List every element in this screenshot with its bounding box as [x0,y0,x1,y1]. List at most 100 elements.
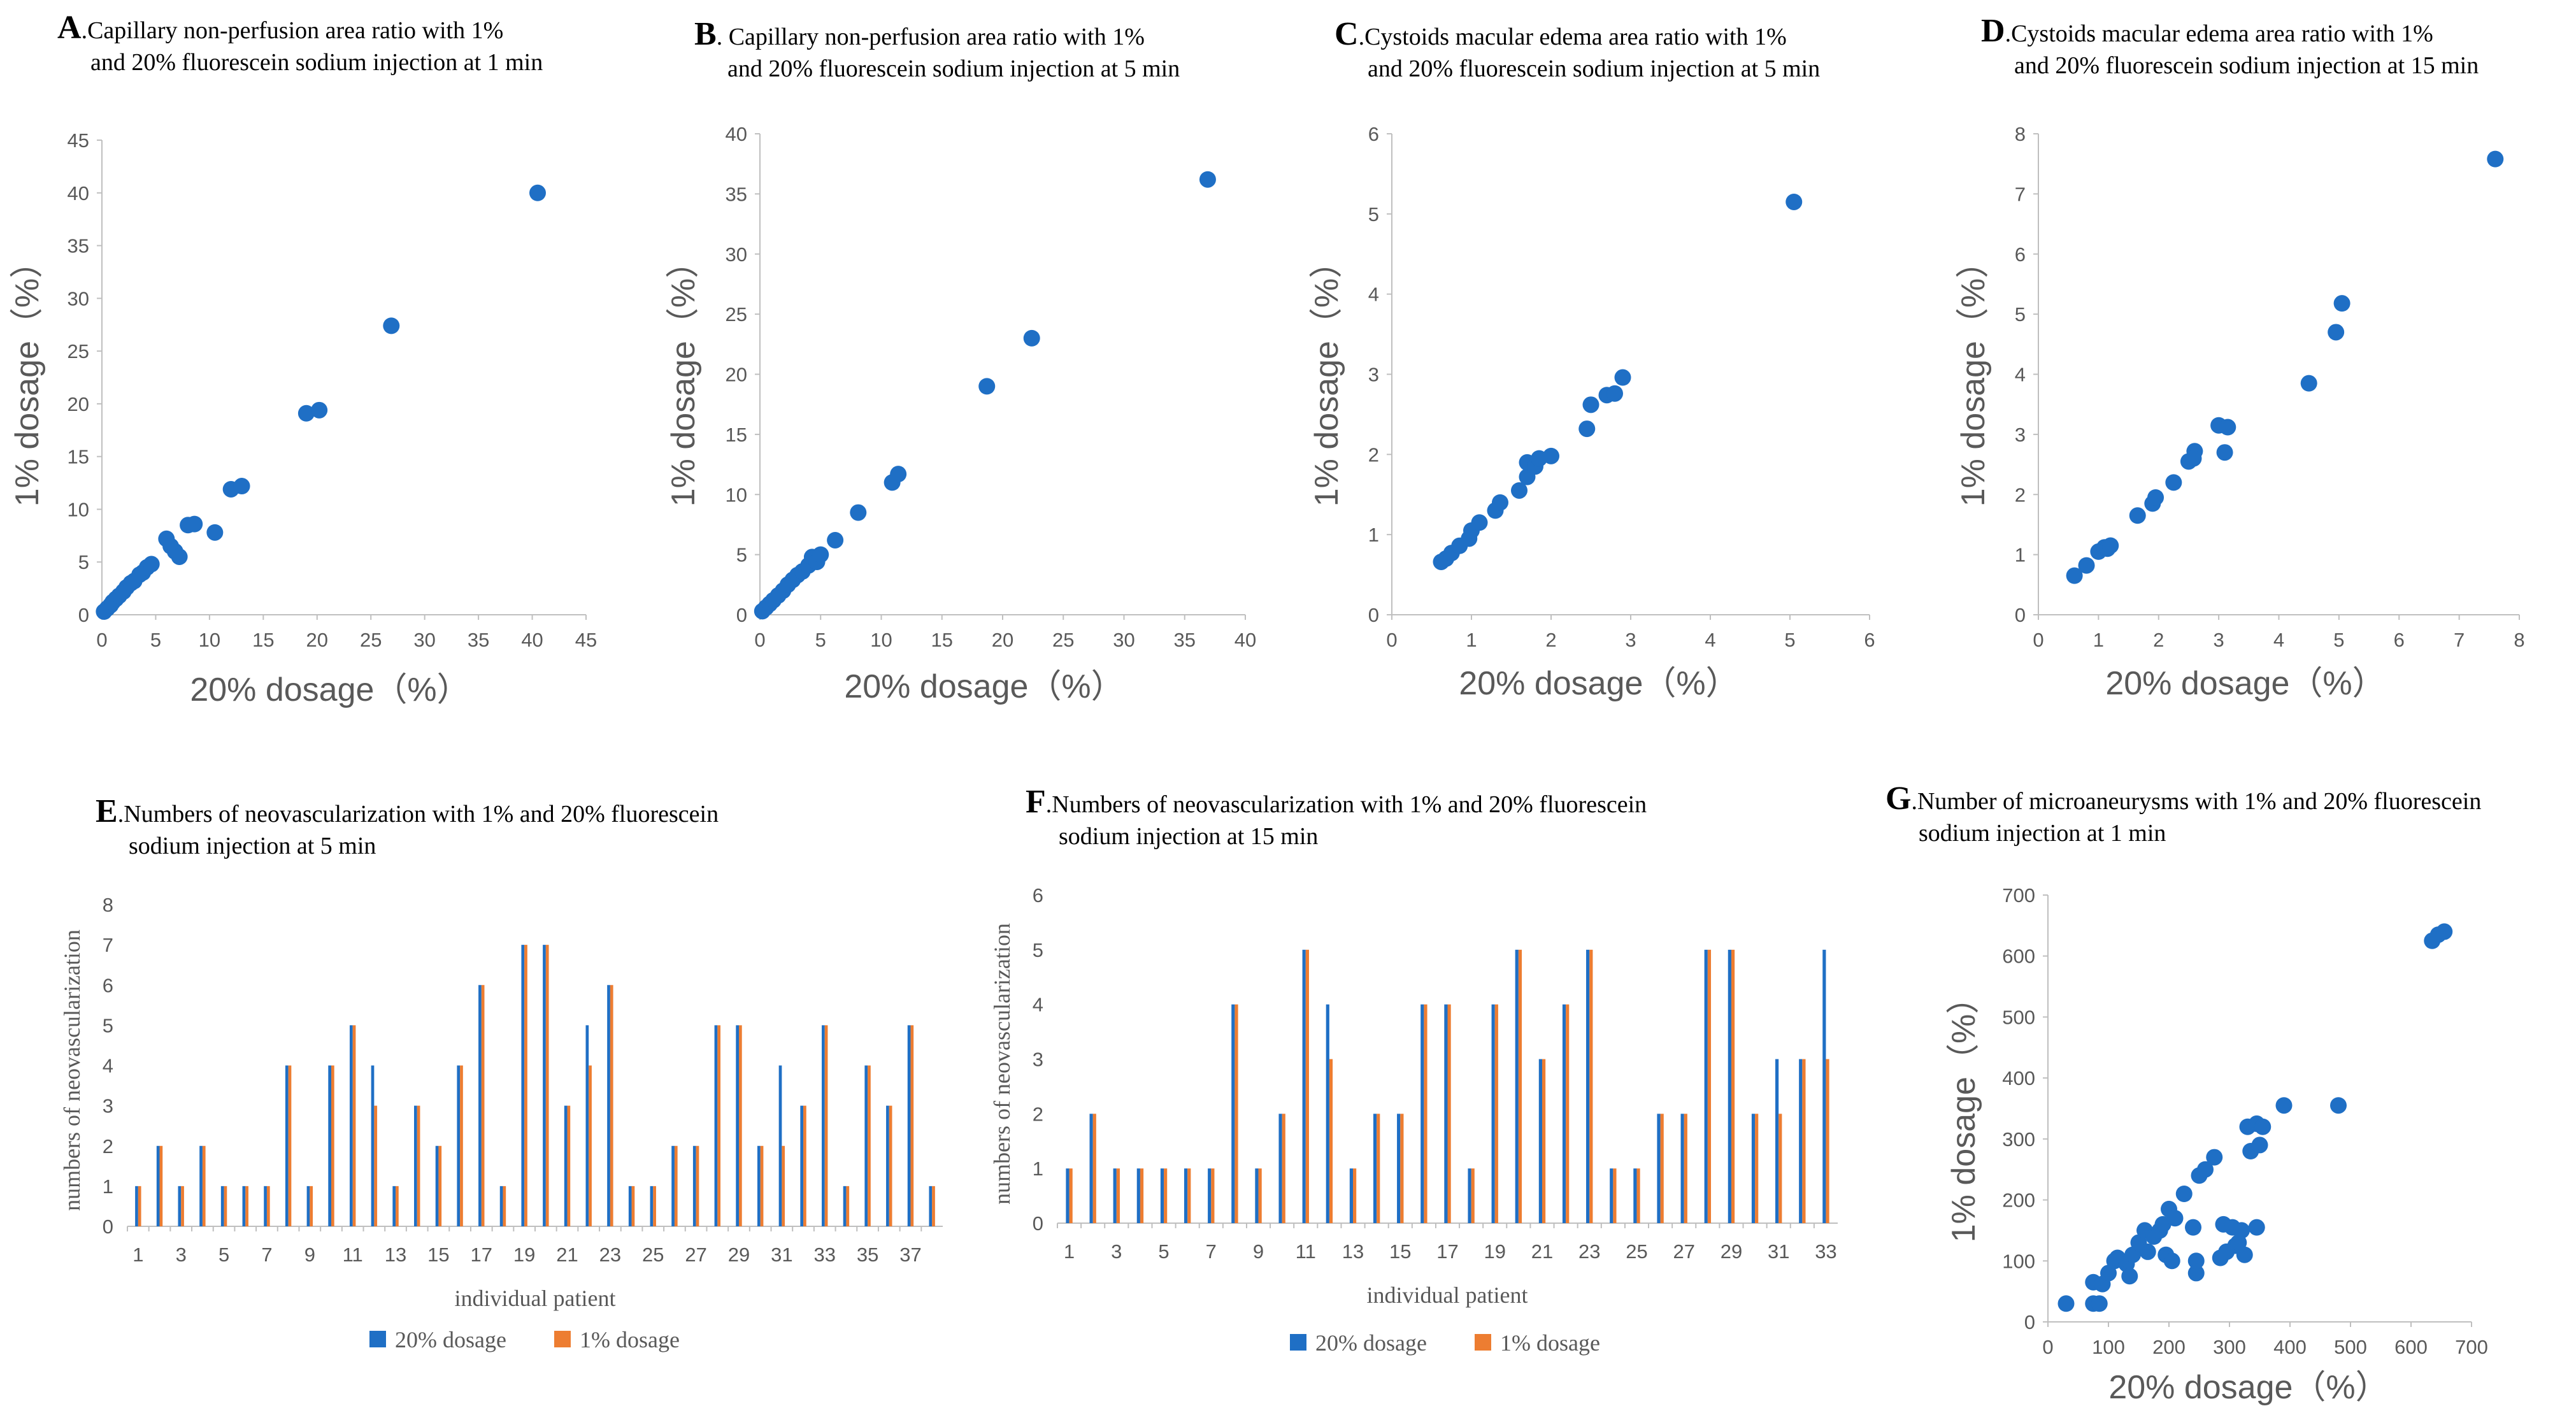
x-tick-label: 10 [870,629,892,651]
bar-1pct-dosage [503,1186,506,1226]
data-point [2185,450,2202,467]
x-tick-label: 37 [899,1244,921,1266]
x-tick-label: 17 [471,1244,492,1266]
bar-20pct-dosage [1799,1059,1803,1223]
data-point [978,378,996,395]
panel-title-line1: .Capillary non-perfusion area ratio with… [82,17,504,44]
bar-20pct-dosage [1136,1168,1140,1223]
data-point [2121,1268,2138,1285]
panel-title-line1: .Cystoids macular edema area ratio with … [2005,20,2433,47]
y-tick-label: 6 [103,974,113,996]
x-tick-label: 1 [1064,1240,1075,1263]
y-tick-label: 30 [726,243,747,266]
bar-20pct-dosage [1538,1059,1542,1223]
x-axis-label: 20% dosage（%） [2108,1369,2388,1406]
data-point [2248,1219,2265,1236]
data-point [2163,1252,2180,1270]
bar-1pct-dosage [1684,1114,1687,1223]
x-tick-label: 9 [304,1244,315,1266]
bar-1pct-dosage [352,1025,356,1226]
bar-1pct-dosage [910,1025,914,1226]
bar-1pct-dosage [889,1105,892,1226]
bar-1pct-dosage [1707,949,1712,1223]
x-tick-label: 2 [1545,629,1556,651]
bar-1pct-dosage [1164,1168,1168,1223]
x-tick-label: 10 [199,629,220,651]
panel-title-line2: and 20% fluorescein sodium injection at … [727,55,1180,82]
x-tick-label: 30 [1113,629,1134,651]
bar-1pct-dosage [1400,1114,1404,1223]
y-tick-label: 500 [2002,1006,2035,1028]
y-tick-label: 700 [2002,884,2035,907]
x-tick-label: 15 [252,629,274,651]
y-tick-label: 5 [78,551,89,573]
bar-1pct-dosage [1471,1168,1475,1223]
bar-20pct-dosage [521,945,525,1226]
x-tick-label: 600 [2394,1336,2428,1358]
bar-20pct-dosage [1468,1168,1471,1223]
legend-swatch-1pct [1475,1334,1491,1351]
bar-1pct-dosage [1258,1168,1262,1223]
data-point [297,405,315,422]
bar-20pct-dosage [628,1186,632,1226]
panel-title-line2: sodium injection at 15 min [1059,823,1318,850]
panel-title-line1: . Capillary non-perfusion area ratio wit… [717,24,1145,50]
y-tick-label: 2 [1368,443,1379,466]
y-tick-label: 0 [78,604,89,626]
bar-1pct-dosage [1282,1114,1285,1223]
x-tick-label: 45 [575,629,597,651]
x-tick-label: 33 [1815,1240,1836,1263]
bar-1pct-dosage [159,1145,163,1226]
panel-title-line2: and 20% fluorescein sodium injection at … [1368,55,1820,82]
x-tick-label: 17 [1436,1240,1458,1263]
x-tick-label: 23 [1578,1240,1600,1263]
panel-d-cme-15min: D.Cystoids macular edema area ratio with… [1955,13,2525,702]
bar-1pct-dosage [438,1145,442,1226]
panel-letter: A [57,10,82,46]
bar-1pct-dosage [1116,1168,1120,1223]
panel-letter: E [96,793,118,829]
x-tick-label: 4 [1705,629,1715,651]
bar-20pct-dosage [1775,1059,1779,1223]
y-axis-label: 1% dosage（%） [9,245,46,506]
bar-1pct-dosage [202,1145,206,1226]
x-tick-label: 31 [1768,1240,1789,1263]
y-tick-label: 20 [726,364,747,386]
data-point [2330,1097,2347,1114]
x-tick-label: 6 [1864,629,1875,651]
bar-1pct-dosage [1636,1168,1640,1223]
bar-1pct-dosage [374,1105,378,1226]
bar-20pct-dosage [1728,949,1731,1223]
x-tick-label: 7 [2454,629,2465,651]
x-tick-label: 23 [599,1244,621,1266]
x-tick-label: 25 [1052,629,1074,651]
data-point [2091,1295,2108,1312]
bar-20pct-dosage [585,1025,589,1226]
data-point [2102,537,2119,554]
y-axis-label: numbers of neovascularization [59,929,85,1211]
bar-20pct-dosage [178,1186,182,1226]
panel-title: D.Cystoids macular edema area ratio with… [1981,13,2433,49]
y-tick-label: 6 [1033,884,1043,907]
data-point [2254,1118,2272,1135]
y-tick-label: 5 [736,544,747,566]
panel-title: B. Capillary non-perfusion area ratio wi… [694,16,1145,52]
x-tick-label: 27 [685,1244,706,1266]
x-tick-label: 400 [2273,1336,2307,1358]
y-tick-label: 0 [103,1215,113,1238]
x-axis-label: 20% dosage（%） [844,668,1124,705]
x-tick-label: 5 [1158,1240,1169,1263]
x-tick-label: 0 [1386,629,1397,651]
y-tick-label: 3 [1368,364,1379,386]
y-tick-label: 0 [1368,604,1379,626]
legend-swatch-20pct [1290,1334,1306,1351]
bar-1pct-dosage [717,1025,721,1226]
y-tick-label: 6 [2015,243,2026,266]
y-tick-label: 0 [736,604,747,626]
panel-title-line1: .Numbers of neovascularization with 1% a… [118,801,719,828]
bar-20pct-dosage [1633,1168,1637,1223]
x-tick-label: 40 [1234,629,1256,651]
y-tick-label: 5 [1368,203,1379,226]
data-point [2436,923,2453,940]
bar-20pct-dosage [1515,949,1519,1223]
